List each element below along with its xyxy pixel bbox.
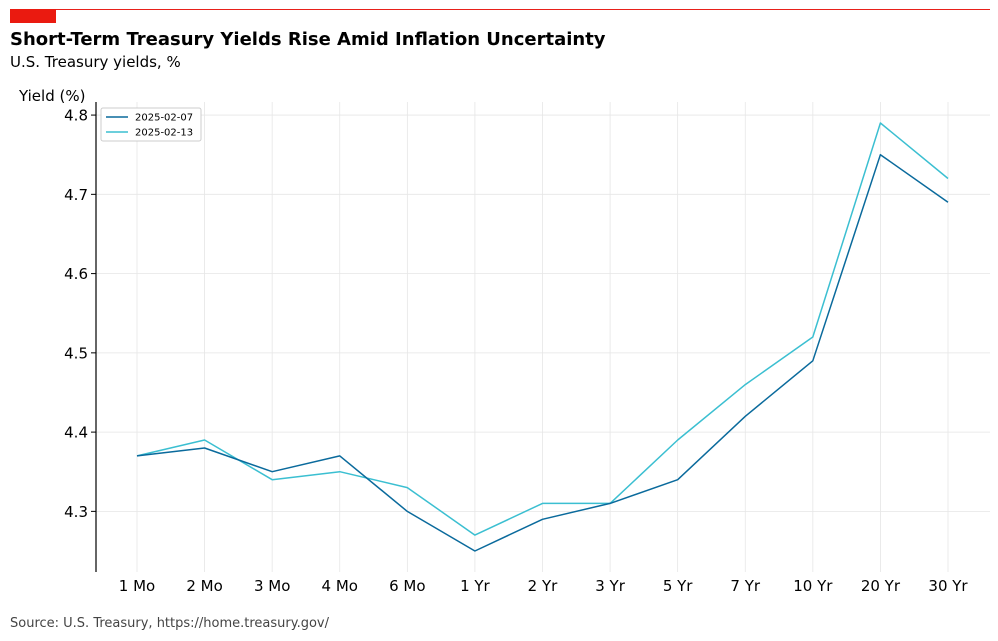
x-tick-label: 2 Yr	[528, 577, 558, 595]
y-tick-label: 4.7	[64, 186, 88, 204]
y-tick-label: 4.4	[64, 424, 88, 442]
x-tick-label: 1 Mo	[119, 577, 155, 595]
x-tick-label: 2 Mo	[186, 577, 222, 595]
x-tick-label: 5 Yr	[663, 577, 693, 595]
brand-tag	[10, 9, 56, 23]
legend-label: 2025-02-13	[135, 128, 193, 139]
y-tick-label: 4.3	[64, 503, 88, 521]
y-tick-label: 4.6	[64, 265, 88, 283]
x-tick-label: 1 Yr	[460, 577, 490, 595]
x-tick-label: 30 Yr	[928, 577, 968, 595]
x-tick-label: 10 Yr	[793, 577, 833, 595]
y-tick-label: 4.5	[64, 344, 88, 362]
x-tick-label: 3 Mo	[254, 577, 290, 595]
y-axis-label: Yield (%)	[18, 87, 85, 105]
x-tick-label: 4 Mo	[322, 577, 358, 595]
chart-title: Short-Term Treasury Yields Rise Amid Inf…	[10, 29, 606, 50]
y-tick-label: 4.8	[64, 107, 88, 125]
source-note: Source: U.S. Treasury, https://home.trea…	[10, 616, 330, 631]
x-tick-label: 20 Yr	[861, 577, 901, 595]
x-tick-label: 7 Yr	[730, 577, 760, 595]
x-tick-label: 6 Mo	[389, 577, 425, 595]
legend-label: 2025-02-07	[135, 113, 193, 124]
x-tick-label: 3 Yr	[595, 577, 625, 595]
top-rule	[10, 9, 990, 10]
series-line-1	[136, 153, 949, 552]
series-line-2	[136, 122, 949, 536]
chart-subtitle: U.S. Treasury yields, %	[10, 53, 181, 71]
